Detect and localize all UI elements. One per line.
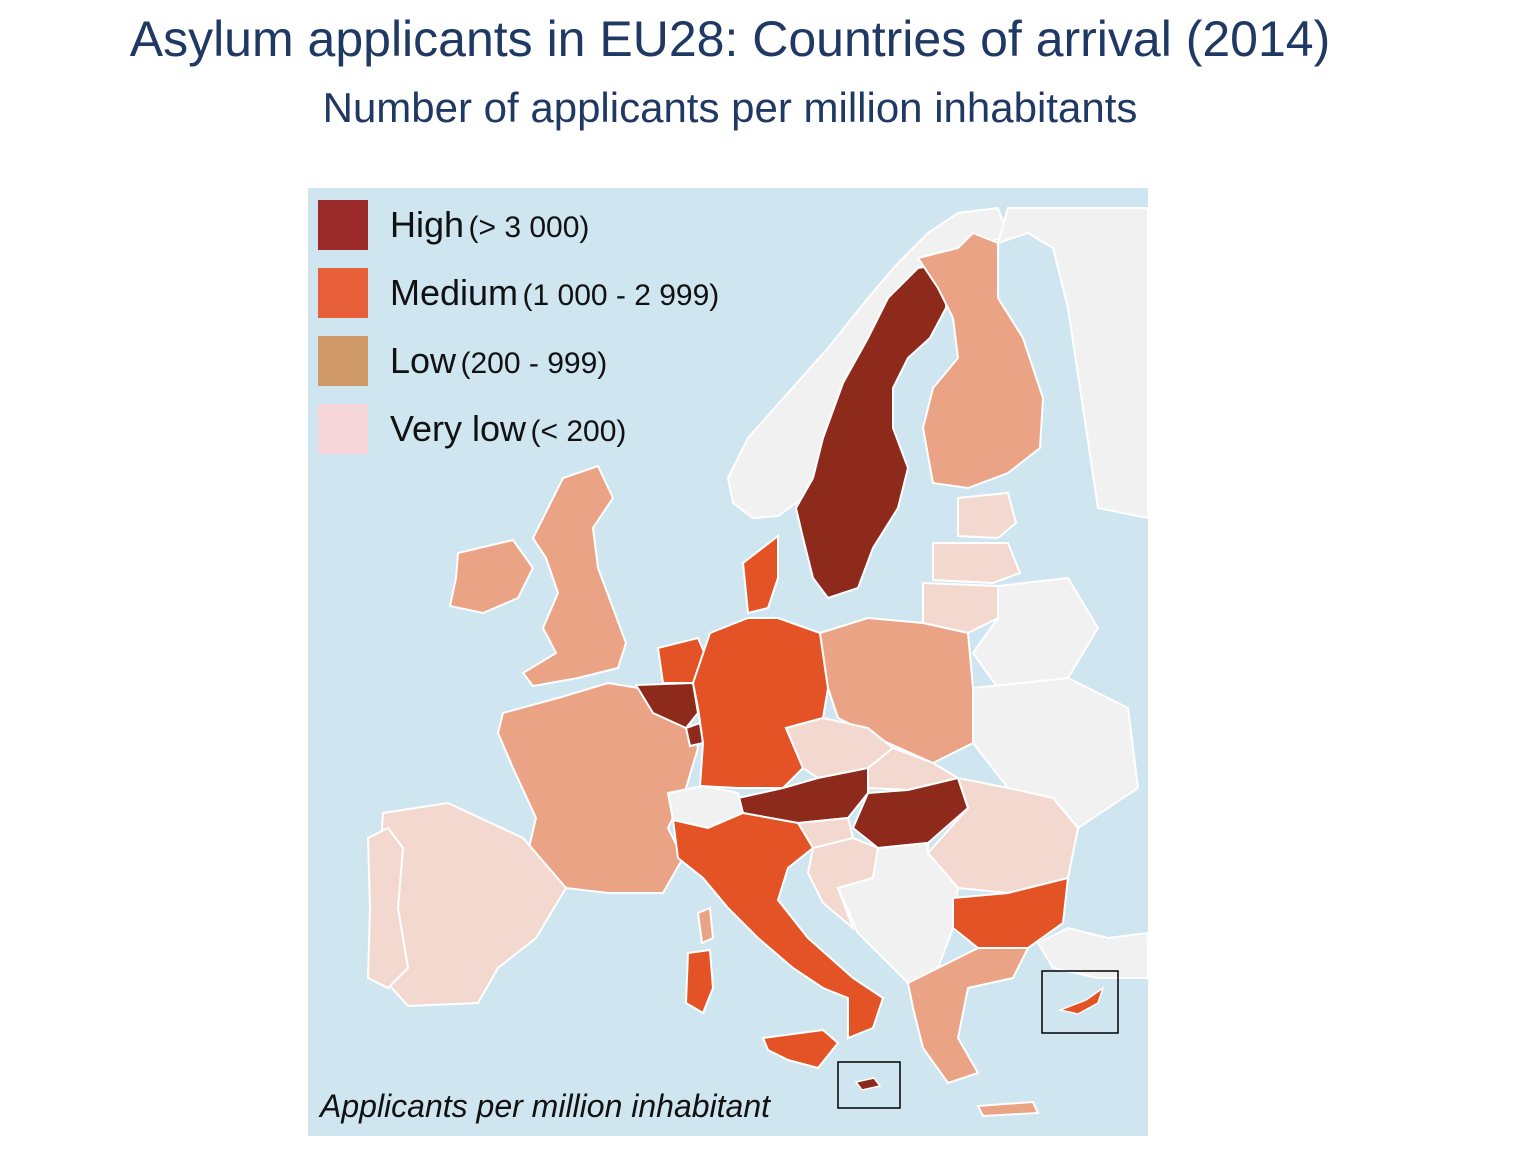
country-belgium (634, 681, 700, 730)
island-sicily (761, 1028, 840, 1070)
map-panel: High (> 3 000) Medium (1 000 - 2 999) Lo… (308, 188, 1148, 1136)
country-sweden (794, 261, 950, 600)
legend-swatch-medium (318, 268, 368, 318)
country-bulgaria (952, 876, 1070, 949)
country-portugal (366, 826, 410, 990)
island-malta (854, 1077, 882, 1091)
legend-swatch-low (318, 336, 368, 386)
island-sardinia (684, 948, 715, 1015)
europe-map (308, 188, 1148, 1136)
country-finland (916, 231, 1045, 490)
inset-frame-malta (837, 1061, 901, 1109)
country-ireland (448, 538, 535, 615)
country-turkey (1036, 926, 1148, 979)
map-subtitle: Number of applicants per million inhabit… (322, 84, 1138, 131)
legend-range-low: (200 - 999) (460, 347, 608, 380)
country-italy (671, 811, 885, 1040)
country-estonia (957, 491, 1018, 540)
map-title: Asylum applicants in EU28: Countries of … (129, 11, 1331, 67)
country-denmark (741, 533, 779, 615)
legend-label-low: Low (390, 340, 457, 381)
inset-frame-cyprus (1041, 970, 1119, 1034)
legend-swatch-high (318, 200, 368, 250)
legend-range-medium: (1 000 - 2 999) (522, 279, 720, 312)
country-russia (996, 207, 1148, 520)
legend-range-very-low: (< 200) (530, 415, 627, 448)
legend-label-very-low: Very low (390, 408, 527, 449)
country-greece (906, 947, 1030, 1085)
legend-swatch-very-low (318, 404, 368, 454)
island-crete (976, 1100, 1040, 1118)
island-cyprus (1057, 986, 1105, 1015)
legend-label-high: High (390, 204, 465, 245)
island-corsica (696, 906, 715, 945)
legend-range-high: (> 3 000) (468, 211, 590, 244)
map-caption: Applicants per million inhabitant (320, 1088, 771, 1124)
country-united-kingdom (521, 464, 628, 688)
legend-label-medium: Medium (390, 272, 519, 313)
country-hungary (851, 776, 970, 850)
country-lithuania (922, 581, 999, 635)
country-latvia (932, 542, 1022, 585)
